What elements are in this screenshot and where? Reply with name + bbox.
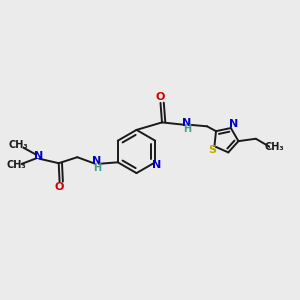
Text: S: S [208, 145, 216, 155]
Text: N: N [92, 156, 101, 167]
Bar [184, 120, 190, 125]
Text: H: H [93, 163, 101, 173]
Text: N: N [182, 118, 191, 128]
Bar [270, 144, 279, 150]
Bar [13, 143, 23, 148]
Bar [230, 122, 237, 127]
Text: CH₃: CH₃ [7, 160, 26, 170]
Bar [56, 184, 63, 190]
Bar [157, 94, 164, 100]
Text: CH₃: CH₃ [265, 142, 284, 152]
Bar [94, 166, 100, 170]
Text: N: N [152, 160, 161, 170]
Bar [209, 148, 215, 153]
Bar [11, 163, 22, 168]
Text: O: O [55, 182, 64, 192]
Text: CH₃: CH₃ [8, 140, 28, 151]
Text: N: N [229, 119, 239, 129]
Bar [94, 159, 100, 164]
Bar [184, 127, 190, 131]
Text: O: O [156, 92, 165, 103]
Text: H: H [183, 124, 191, 134]
Text: N: N [34, 151, 43, 161]
Bar [153, 162, 160, 168]
Bar [35, 153, 42, 158]
